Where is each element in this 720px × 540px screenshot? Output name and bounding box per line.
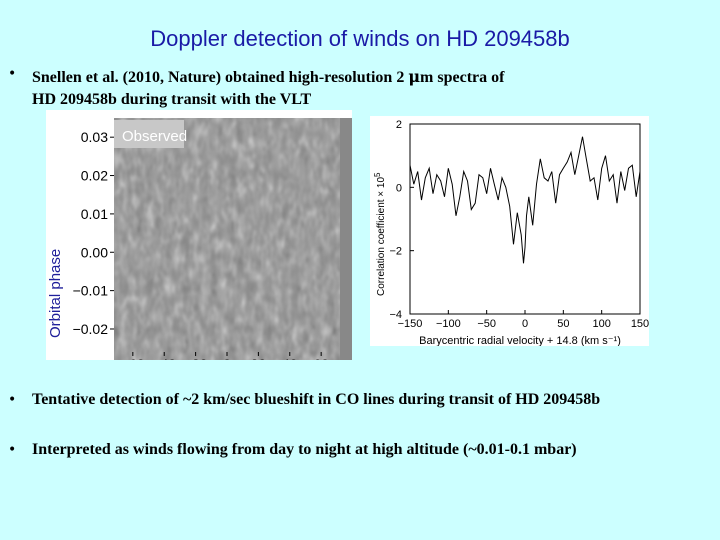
heatmap-x-tick-label: −40 (152, 356, 176, 360)
plot-frame (409, 123, 641, 315)
bullet1-line1-pre: Snellen et al. (2010, Nature) obtained h… (32, 69, 409, 86)
bullet-dot: • (8, 392, 17, 408)
correlation-figure: 2 0 −2 −4 −150 −100 −50 0 50 100 150 Barycentric … (370, 116, 649, 347)
heatmap-y-tick-label: 0.01 (81, 206, 108, 222)
correlation-y-tick-label: 0 (396, 182, 402, 194)
bullet1-line2: HD 209458b during transit with the VLT (32, 91, 312, 108)
heatmap-x-tick-label: 20 (251, 356, 267, 360)
heatmap-y-tick-label: −0.01 (73, 283, 109, 299)
correlation-y-tick-label: −2 (389, 246, 402, 258)
heatmap-y-tick-label: 0.03 (81, 129, 108, 145)
bullet-dot: • (8, 66, 17, 82)
bullet-interpretation-text: Interpreted as winds flowing from day to… (32, 441, 577, 458)
heatmap-y-ticks: 0.03 0.02 0.01 0.00 −0.01 −0.02 (73, 129, 114, 337)
correlation-y-tick-label: −4 (389, 309, 402, 321)
heatmap-svg: Observed Orbital phase 0.03 0.02 0.01 0.00 −… (47, 118, 386, 444)
correlation-xlabel: Barycentric radial velocity + 14.8 (km s… (419, 335, 621, 346)
correlation-x-tick-label: 0 (522, 318, 528, 330)
correlation-x-tick-label: −150 (398, 318, 423, 330)
heatmap-noise (114, 118, 340, 444)
heatmap-annotation: Observed (122, 128, 187, 145)
correlation-x-tick-label: 100 (592, 318, 610, 330)
slide-title: Doppler detection of winds on HD 209458b (150, 26, 570, 51)
bullet-detection-text: Tentative detection of ~2 km/sec blueshi… (32, 391, 601, 408)
bullet-dot: • (8, 442, 17, 458)
heatmap-ylabel: Orbital phase (47, 249, 64, 338)
correlation-svg: 2 0 −2 −4 −150 −100 −50 0 50 100 150 Barycentric … (373, 119, 649, 347)
correlation-x-tick-label: −50 (477, 318, 496, 330)
correlation-x-tick-label: 150 (631, 318, 649, 330)
heatmap-x-tick-label: −60 (121, 356, 145, 360)
bullet-snellen-text: Snellen et al. (2010, Nature) obtained h… (32, 66, 504, 111)
correlation-ylabel: Correlation coefficient × 105 (373, 172, 387, 296)
correlation-y-ticks: 2 0 −2 −4 (389, 119, 414, 321)
heatmap-y-tick-label: −0.02 (73, 321, 109, 337)
correlation-line (409, 136, 641, 264)
correlation-x-tick-label: 50 (557, 318, 569, 330)
heatmap-x-tick-label: 0 (223, 356, 231, 360)
bullet1-line1-post: m spectra of (420, 69, 505, 86)
heatmap-x-tick-label: −20 (184, 356, 208, 360)
annotation-box (114, 120, 184, 148)
correlation-y-tick-label: 2 (396, 119, 402, 131)
ylabel-exponent: 5 (373, 172, 382, 177)
heatmap-x-tick-label: 60 (313, 356, 329, 360)
heatmap-y-tick-label: 0.00 (81, 244, 108, 260)
correlation-x-ticks: −150 −100 −50 0 50 100 150 (398, 310, 649, 330)
ylabel-base: Correlation coefficient × 10 (376, 177, 387, 296)
mu-symbol: μ (408, 67, 421, 86)
observed-heatmap-figure: Observed Orbital phase 0.03 0.02 0.01 0.00 −… (46, 110, 386, 444)
correlation-x-tick-label: −100 (436, 318, 461, 330)
heatmap-x-tick-label: 40 (282, 356, 298, 360)
heatmap-y-tick-label: 0.02 (81, 168, 108, 184)
